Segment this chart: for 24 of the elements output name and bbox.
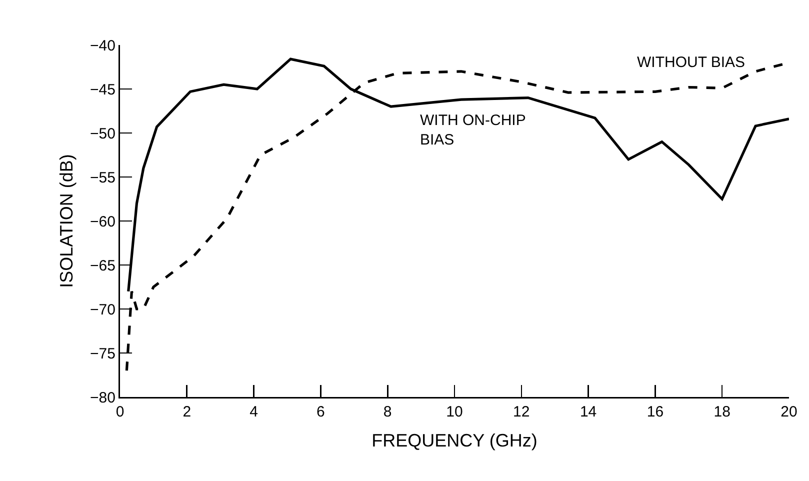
x-tick-label: 8 <box>383 404 392 420</box>
x-tick-label: 18 <box>714 404 730 420</box>
y-tick-label: −60 <box>90 213 116 230</box>
series-label: WITH ON-CHIP BIAS <box>420 112 526 148</box>
x-tick-label: 0 <box>116 404 124 420</box>
x-tick-label: 10 <box>446 404 463 420</box>
y-tick-label: −55 <box>90 169 116 186</box>
y-tick-label: −50 <box>90 125 116 142</box>
x-tick-label: 20 <box>780 404 798 420</box>
y-axis-title: ISOLATION (dB) <box>56 154 76 288</box>
y-tick-label: −80 <box>90 389 116 406</box>
x-axis-title: FREQUENCY (GHz) <box>372 430 538 450</box>
x-tick-label: 4 <box>250 404 258 420</box>
y-tick-label: −70 <box>90 301 116 318</box>
y-tick-label: −65 <box>90 257 116 274</box>
x-tick-label: 12 <box>513 404 530 420</box>
y-tick-label: −45 <box>90 81 116 98</box>
x-tick-label: 6 <box>316 404 325 420</box>
y-tick-label: −40 <box>90 37 116 54</box>
y-tick-label: −75 <box>90 345 116 362</box>
x-tick-label: 16 <box>646 404 664 420</box>
x-tick-label: 2 <box>182 404 192 420</box>
series-label: WITHOUT BIAS <box>637 54 746 71</box>
x-tick-label: 14 <box>580 404 597 420</box>
